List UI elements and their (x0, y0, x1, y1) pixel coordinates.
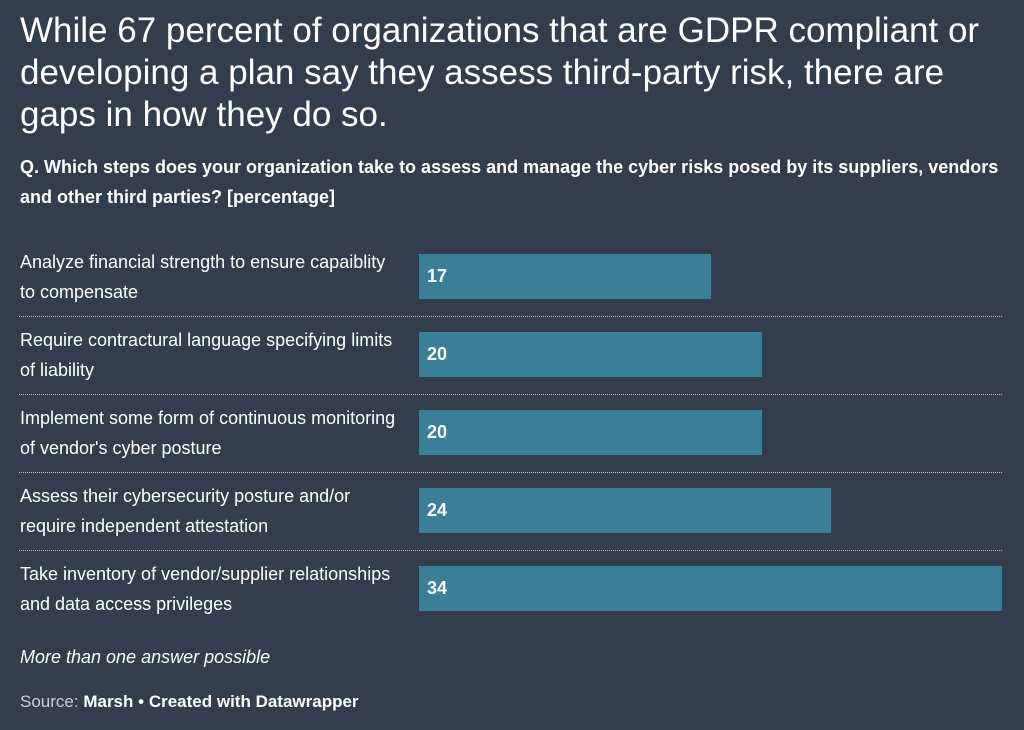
bar-value-label: 34 (427, 578, 448, 598)
bar-value-label: 17 (427, 266, 448, 286)
category-label: Implement some form of continuous monito… (20, 408, 396, 458)
bar-value-label: 20 (427, 422, 448, 442)
row-divider (19, 472, 1002, 473)
bar: 20 (419, 410, 762, 455)
category-label: Take inventory of vendor/supplier relati… (20, 564, 391, 614)
credit-link[interactable]: Created with Datawrapper (148, 692, 359, 711)
row-divider (19, 550, 1002, 551)
chart-row: Assess their cybersecurity posture and/o… (0, 472, 1024, 550)
row-divider (19, 394, 1002, 395)
chart-row: Take inventory of vendor/supplier relati… (0, 550, 1024, 628)
chart-note: More than one answer possible (20, 647, 271, 667)
chart-row: Implement some form of continuous monito… (0, 394, 1024, 472)
bar: 20 (419, 332, 762, 377)
category-label: Assess their cybersecurity posture and/o… (20, 486, 351, 536)
footer-separator: • (138, 692, 145, 711)
bar-chart: Analyze financial strength to ensure cap… (0, 238, 1024, 628)
chart-row: Require contractural language specifying… (0, 316, 1024, 394)
bar-value-label: 20 (427, 344, 448, 364)
source-name: Marsh (83, 692, 134, 711)
category-label: Analyze financial strength to ensure cap… (20, 252, 386, 302)
chart-row: Analyze financial strength to ensure cap… (0, 238, 1024, 316)
row-divider (19, 316, 1002, 317)
category-label: Require contractural language specifying… (20, 330, 393, 380)
bar: 34 (419, 566, 1002, 611)
source-prefix: Source: (20, 692, 79, 711)
chart-title: While 67 percent of organizations that a… (20, 11, 980, 134)
bar: 17 (419, 254, 711, 299)
chart-subtitle: Q. Which steps does your organization ta… (20, 157, 999, 207)
bar-value-label: 24 (427, 500, 448, 520)
bar: 24 (419, 488, 831, 533)
chart-footer: Source: Marsh • Created with Datawrapper (20, 692, 359, 712)
